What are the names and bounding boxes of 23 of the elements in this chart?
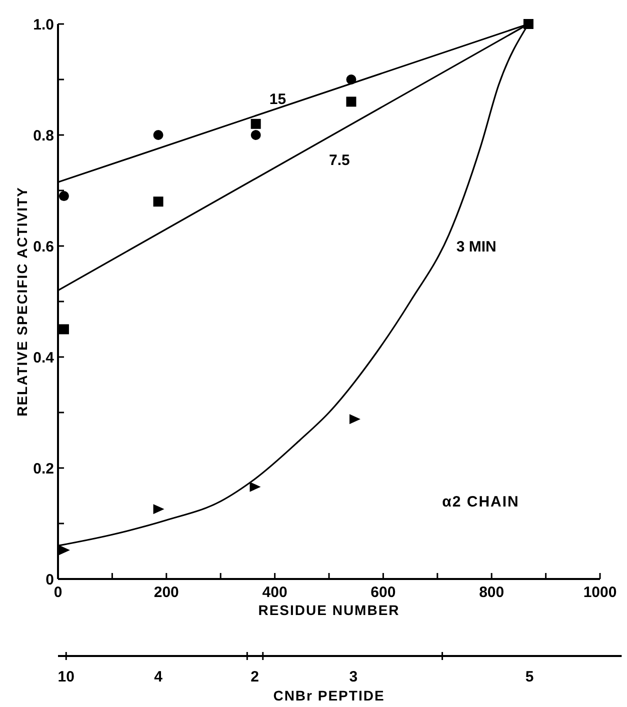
annotation: 15	[269, 91, 286, 108]
x-tick-label: 200	[154, 584, 179, 601]
x-tick-label: 1000	[583, 584, 617, 601]
y-tick-label: 0.4	[33, 349, 55, 366]
y-tick-label: 0	[46, 571, 54, 588]
x-tick-label: 800	[479, 584, 504, 601]
y-tick-label: 0.2	[33, 460, 54, 478]
annotation: 7.5	[329, 152, 350, 170]
x-tick-label: 600	[370, 584, 396, 601]
text: 4	[154, 668, 164, 686]
y-tick-label: 0.6	[33, 238, 54, 256]
text: 2	[250, 668, 259, 686]
annotation: 3 MIN	[456, 238, 496, 256]
y-axis-title: RELATIVE SPECIFIC ACTIVITY	[14, 186, 30, 416]
text: CNBr PEPTIDE	[273, 687, 385, 704]
x-tick-label: 400	[262, 584, 288, 601]
y-tick-label: 1.0	[33, 16, 54, 34]
annotation: α2 CHAIN	[442, 494, 520, 511]
x-axis-title: RESIDUE NUMBER	[258, 602, 400, 618]
y-tick-label: 0.8	[33, 127, 54, 144]
text: 10	[58, 668, 74, 686]
text: 3	[349, 668, 358, 686]
text: 5	[525, 668, 534, 686]
